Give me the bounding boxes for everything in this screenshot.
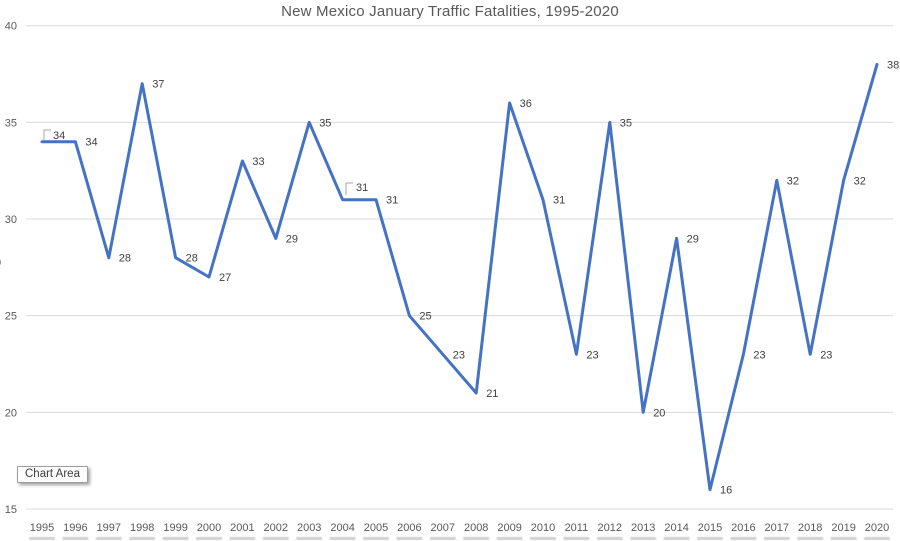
bottom-ghost-artifact	[530, 537, 556, 540]
x-axis-tick-label[interactable]: 2006	[397, 522, 421, 534]
bottom-ghost-artifact	[697, 537, 723, 540]
bottom-ghost-artifact	[396, 537, 423, 540]
data-point-label[interactable]: 23	[820, 349, 832, 361]
data-label-leader-line	[345, 182, 353, 195]
bottom-ghost-artifact	[329, 537, 356, 540]
x-axis-tick-label[interactable]: 2009	[497, 522, 521, 534]
bottom-ghost-artifact	[95, 537, 122, 540]
x-axis-tick-label[interactable]: 2000	[197, 522, 221, 534]
x-axis-tick-label[interactable]: 2013	[631, 522, 655, 534]
x-axis-tick-label[interactable]: 2010	[531, 522, 555, 534]
bottom-ghost-artifact	[262, 537, 289, 540]
bottom-ghost-artifact	[830, 537, 857, 540]
x-axis-tick-label[interactable]: 2018	[798, 522, 822, 534]
data-point-label[interactable]: 34	[53, 130, 65, 142]
x-axis-tick-label[interactable]: 2008	[464, 522, 488, 534]
data-point-label[interactable]: 35	[620, 117, 632, 129]
data-point-label[interactable]: 23	[586, 349, 598, 361]
x-axis-tick-label[interactable]: 2017	[765, 522, 789, 534]
x-axis-tick-label[interactable]: 2020	[865, 522, 889, 534]
data-point-label[interactable]: 32	[787, 175, 799, 187]
x-axis-tick-label[interactable]: 2012	[598, 522, 622, 534]
x-axis-tick-label[interactable]: 1999	[163, 522, 187, 534]
x-axis-tick-label[interactable]: 2005	[364, 522, 388, 534]
x-axis-tick-label[interactable]: 1998	[130, 522, 154, 534]
data-point-label[interactable]: 37	[152, 79, 164, 91]
x-axis-tick-label[interactable]: 2002	[264, 522, 288, 534]
data-point-label[interactable]: 35	[319, 117, 331, 129]
bottom-ghost-artifact	[663, 537, 690, 540]
bottom-ghost-artifact	[62, 537, 89, 540]
data-point-label[interactable]: 29	[687, 233, 699, 245]
data-point-label[interactable]: 21	[486, 388, 498, 400]
data-point-label[interactable]: 28	[186, 253, 198, 265]
x-axis-tick-label[interactable]: 1996	[63, 522, 87, 534]
data-point-label[interactable]: 20	[653, 407, 665, 419]
data-point-label[interactable]: 28	[119, 253, 131, 265]
data-point-label[interactable]: 16	[720, 485, 732, 497]
data-label-leader-line	[43, 129, 51, 140]
bottom-ghost-artifact	[129, 537, 156, 540]
y-axis-tick-label[interactable]: 20	[5, 407, 17, 419]
bottom-ghost-artifact	[797, 537, 824, 540]
bottom-ghost-artifact	[496, 537, 523, 540]
clipped-edge-digit: 0	[0, 257, 1, 269]
bottom-ghost-artifact	[463, 537, 490, 540]
bottom-ghost-artifact	[563, 537, 590, 540]
x-axis-tick-label[interactable]: 2011	[565, 522, 589, 534]
data-point-label[interactable]: 36	[520, 98, 532, 110]
data-point-label[interactable]: 27	[219, 272, 231, 284]
bottom-ghost-artifact	[29, 537, 55, 540]
bottom-ghost-artifact	[864, 537, 890, 540]
data-point-label[interactable]: 23	[453, 349, 465, 361]
bottom-ghost-artifact	[363, 537, 389, 540]
data-point-label[interactable]: 23	[753, 349, 765, 361]
chart-area-tooltip-label: Chart Area	[25, 468, 80, 480]
y-axis-tick-label[interactable]: 25	[5, 311, 17, 323]
bottom-ghost-artifact	[630, 537, 657, 540]
data-point-label[interactable]: 33	[252, 156, 264, 168]
data-point-label[interactable]: 25	[419, 311, 431, 323]
data-point-label[interactable]: 38	[887, 59, 899, 71]
x-axis-tick-label[interactable]: 2001	[230, 522, 254, 534]
data-point-label[interactable]: 34	[85, 137, 97, 149]
x-axis-tick-label[interactable]: 2016	[731, 522, 755, 534]
x-axis-tick-label[interactable]: 2007	[431, 522, 455, 534]
bottom-ghost-artifact	[763, 537, 790, 540]
y-axis-tick-label[interactable]: 35	[5, 117, 17, 129]
x-axis-tick-label[interactable]: 2004	[330, 522, 354, 534]
data-point-label[interactable]: 31	[356, 182, 368, 194]
bottom-edge-ghost-row	[29, 537, 890, 540]
x-axis-tick-label[interactable]: 2014	[664, 522, 688, 534]
y-axis-tick-label[interactable]: 15	[5, 504, 17, 516]
bottom-ghost-artifact	[229, 537, 256, 540]
bottom-ghost-artifact	[196, 537, 222, 540]
chart-title[interactable]: New Mexico January Traffic Fatalities, 1…	[281, 3, 619, 20]
x-axis-tick-label[interactable]: 1995	[30, 522, 54, 534]
bottom-ghost-artifact	[429, 537, 456, 540]
series-line[interactable]	[40, 62, 879, 492]
x-axis-tick-label[interactable]: 2003	[297, 522, 321, 534]
data-point-label[interactable]: 31	[553, 195, 565, 207]
y-axis-tick-label[interactable]: 30	[5, 214, 17, 226]
y-axis-tick-label[interactable]: 40	[5, 21, 17, 33]
data-point-label[interactable]: 31	[386, 195, 398, 207]
bottom-ghost-artifact	[730, 537, 757, 540]
x-axis-tick-label[interactable]: 2019	[831, 522, 855, 534]
bottom-ghost-artifact	[162, 537, 189, 540]
x-axis-tick-label[interactable]: 2015	[698, 522, 722, 534]
bottom-ghost-artifact	[596, 537, 623, 540]
bottom-ghost-artifact	[296, 537, 323, 540]
data-point-label[interactable]: 32	[854, 175, 866, 187]
x-axis-tick-label[interactable]: 1997	[97, 522, 121, 534]
chart-area-tooltip: Chart Area	[17, 466, 88, 483]
data-point-label[interactable]: 29	[286, 233, 298, 245]
